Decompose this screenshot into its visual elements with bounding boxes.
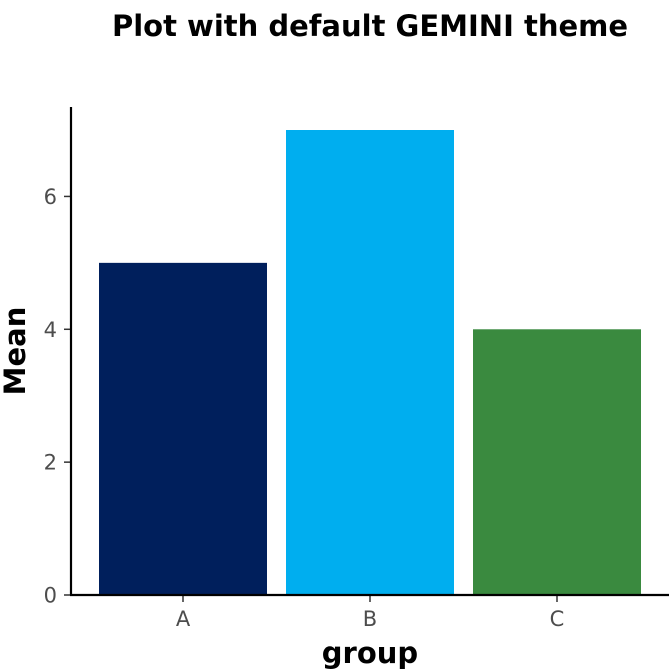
y-tick-label: 6 xyxy=(44,185,57,209)
x-axis-ticks: A B C xyxy=(176,595,565,631)
x-axis-title: group xyxy=(322,636,418,670)
y-tick-label: 2 xyxy=(44,451,57,475)
bar-b xyxy=(286,130,454,595)
y-axis-title: Mean xyxy=(0,307,32,396)
chart-title: Plot with default GEMINI theme xyxy=(112,9,628,43)
x-tick-label: C xyxy=(550,607,565,631)
bar-c xyxy=(473,329,641,595)
y-tick-label: 4 xyxy=(44,318,57,342)
x-tick-label: A xyxy=(176,607,191,631)
y-tick-label: 0 xyxy=(44,584,57,608)
x-tick-label: B xyxy=(363,607,377,631)
bars-group xyxy=(99,130,641,595)
y-axis-ticks: 0 2 4 6 xyxy=(44,185,71,608)
bar-a xyxy=(99,262,267,595)
